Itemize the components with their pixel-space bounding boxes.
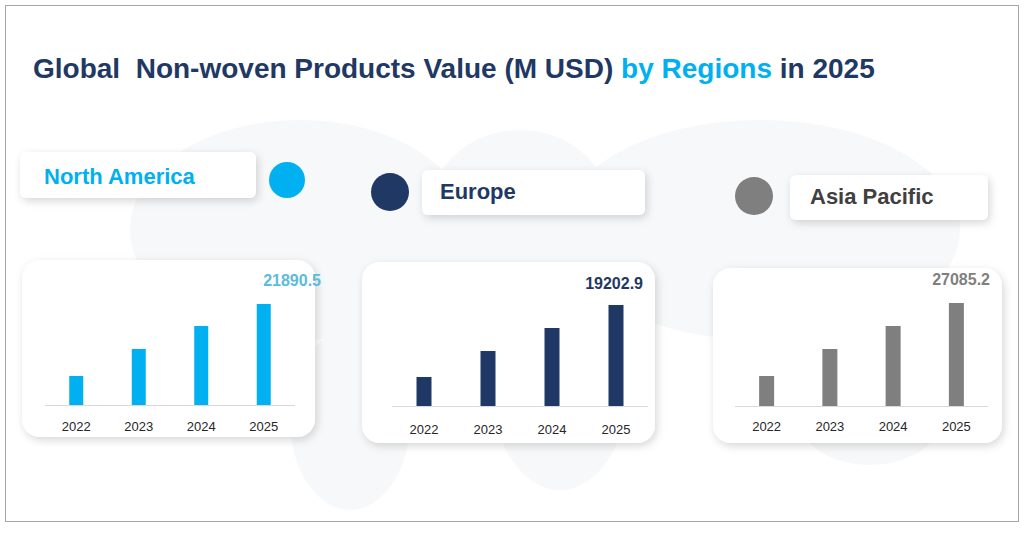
title-part: Global Non-woven Products Value (M USD) [33, 53, 621, 84]
bar [949, 303, 964, 406]
x-tick-label: 2025 [942, 419, 971, 434]
bar [257, 304, 271, 405]
frame [6, 6, 1019, 522]
region-label-box [790, 175, 988, 220]
bar [69, 376, 83, 405]
canvas: Global Non-woven Products Value (M USD) … [0, 0, 1024, 538]
bar [886, 326, 901, 406]
value-label: 27085.2 [932, 271, 990, 288]
x-tick-label: 2023 [474, 422, 503, 437]
region-chart: Europe 2022 2023 2024 2025 19202.9 [362, 170, 655, 443]
region-title: Europe [440, 179, 516, 204]
region-dot [371, 173, 409, 211]
region-label-box [20, 152, 256, 198]
bar [822, 349, 837, 406]
region-chart: North America 2022 2023 2024 2025 21890.5 [20, 152, 321, 437]
bar [759, 376, 774, 406]
bars [417, 305, 624, 406]
chart-card [713, 268, 1002, 443]
title-part: by Regions [621, 53, 772, 84]
region-chart: Asia Pacific 2022 2023 2024 2025 27085.2 [713, 175, 1002, 443]
x-tick-label: 2022 [62, 419, 91, 434]
x-tick-label: 2023 [124, 419, 153, 434]
value-label: 21890.5 [263, 272, 321, 289]
bar [481, 351, 496, 406]
x-tick-label: 2024 [879, 419, 908, 434]
value-label: 19202.9 [585, 275, 643, 292]
bar [194, 326, 208, 405]
x-axis [735, 406, 988, 407]
bar [417, 377, 432, 406]
chart-card [362, 262, 655, 443]
x-tick-label: 2024 [187, 419, 216, 434]
x-tick-label: 2025 [249, 419, 278, 434]
x-tick-label: 2025 [602, 422, 631, 437]
bar [132, 349, 146, 405]
bar [609, 305, 624, 406]
title-part: in 2025 [772, 53, 875, 84]
title: Global Non-woven Products Value (M USD) … [33, 53, 875, 84]
x-tick-label: 2022 [752, 419, 781, 434]
x-axis [392, 406, 648, 407]
region-label-box [422, 170, 645, 215]
bar [545, 328, 560, 406]
bars [69, 304, 271, 405]
region-dot [269, 162, 305, 198]
region-dot [735, 177, 773, 215]
x-tick-label: 2023 [815, 419, 844, 434]
region-title: North America [44, 164, 196, 189]
region-title: Asia Pacific [810, 184, 934, 209]
x-tick-label: 2022 [410, 422, 439, 437]
x-tick-label: 2024 [538, 422, 567, 437]
bars [759, 303, 964, 406]
x-axis [45, 405, 295, 406]
